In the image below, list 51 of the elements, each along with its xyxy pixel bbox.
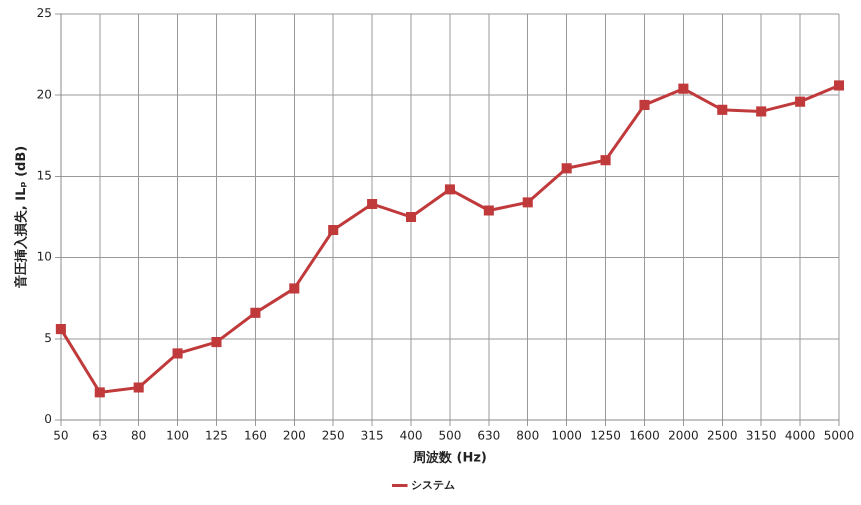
x-tick-label: 315	[360, 428, 384, 442]
x-tick-label: 1600	[629, 428, 660, 442]
point	[444, 184, 455, 194]
legend-label: システム	[410, 478, 455, 492]
x-tick-label: 4000	[784, 428, 816, 442]
x-tick-label: 2500	[707, 428, 738, 442]
point	[406, 212, 416, 222]
y-tick-label: 10	[36, 250, 52, 264]
x-tick-label: 1250	[590, 428, 621, 442]
x-axis-title: 周波数 (Hz)	[412, 450, 487, 466]
point	[522, 197, 533, 208]
x-tick-label: 63	[92, 428, 108, 442]
x-tick-label: 3150	[746, 428, 776, 442]
y-tick-label: 5	[44, 330, 52, 345]
y-tick-label: 15	[36, 168, 52, 183]
point	[756, 106, 766, 116]
point	[600, 155, 611, 166]
point	[717, 104, 728, 115]
point	[795, 96, 806, 107]
point	[562, 163, 572, 174]
point	[678, 84, 688, 94]
point	[172, 348, 183, 358]
x-tick-label: 1000	[551, 428, 582, 442]
point	[289, 283, 300, 294]
point	[367, 198, 378, 210]
point	[834, 80, 844, 90]
x-tick-label: 2000	[668, 428, 699, 442]
y-tick-label: 25	[36, 6, 52, 20]
x-tick-label: 100	[166, 428, 190, 442]
point	[250, 308, 260, 318]
x-tick-label: 500	[438, 428, 462, 442]
y-tick-label: 0	[44, 412, 52, 426]
x-tick-label: 250	[322, 428, 345, 442]
point	[134, 382, 144, 393]
x-tick-label: 800	[516, 428, 540, 442]
x-tick-label: 80	[131, 428, 146, 442]
x-tick-label: 160	[244, 428, 267, 442]
x-tick-label: 125	[205, 428, 228, 442]
x-tick-label: 400	[400, 428, 422, 442]
point	[484, 205, 494, 216]
x-tick-label: 50	[53, 428, 69, 442]
y-axis-title: 音圧挿入損失, ILₚ (dB)	[13, 146, 30, 290]
point	[211, 337, 222, 348]
point	[56, 324, 66, 334]
x-tick-label: 630	[477, 428, 500, 442]
y-tick-label: 20	[36, 87, 52, 102]
point	[328, 224, 338, 236]
x-tick-label: 5000	[824, 428, 854, 442]
point	[94, 387, 105, 398]
point	[639, 100, 650, 110]
x-tick-label: 200	[282, 428, 306, 442]
